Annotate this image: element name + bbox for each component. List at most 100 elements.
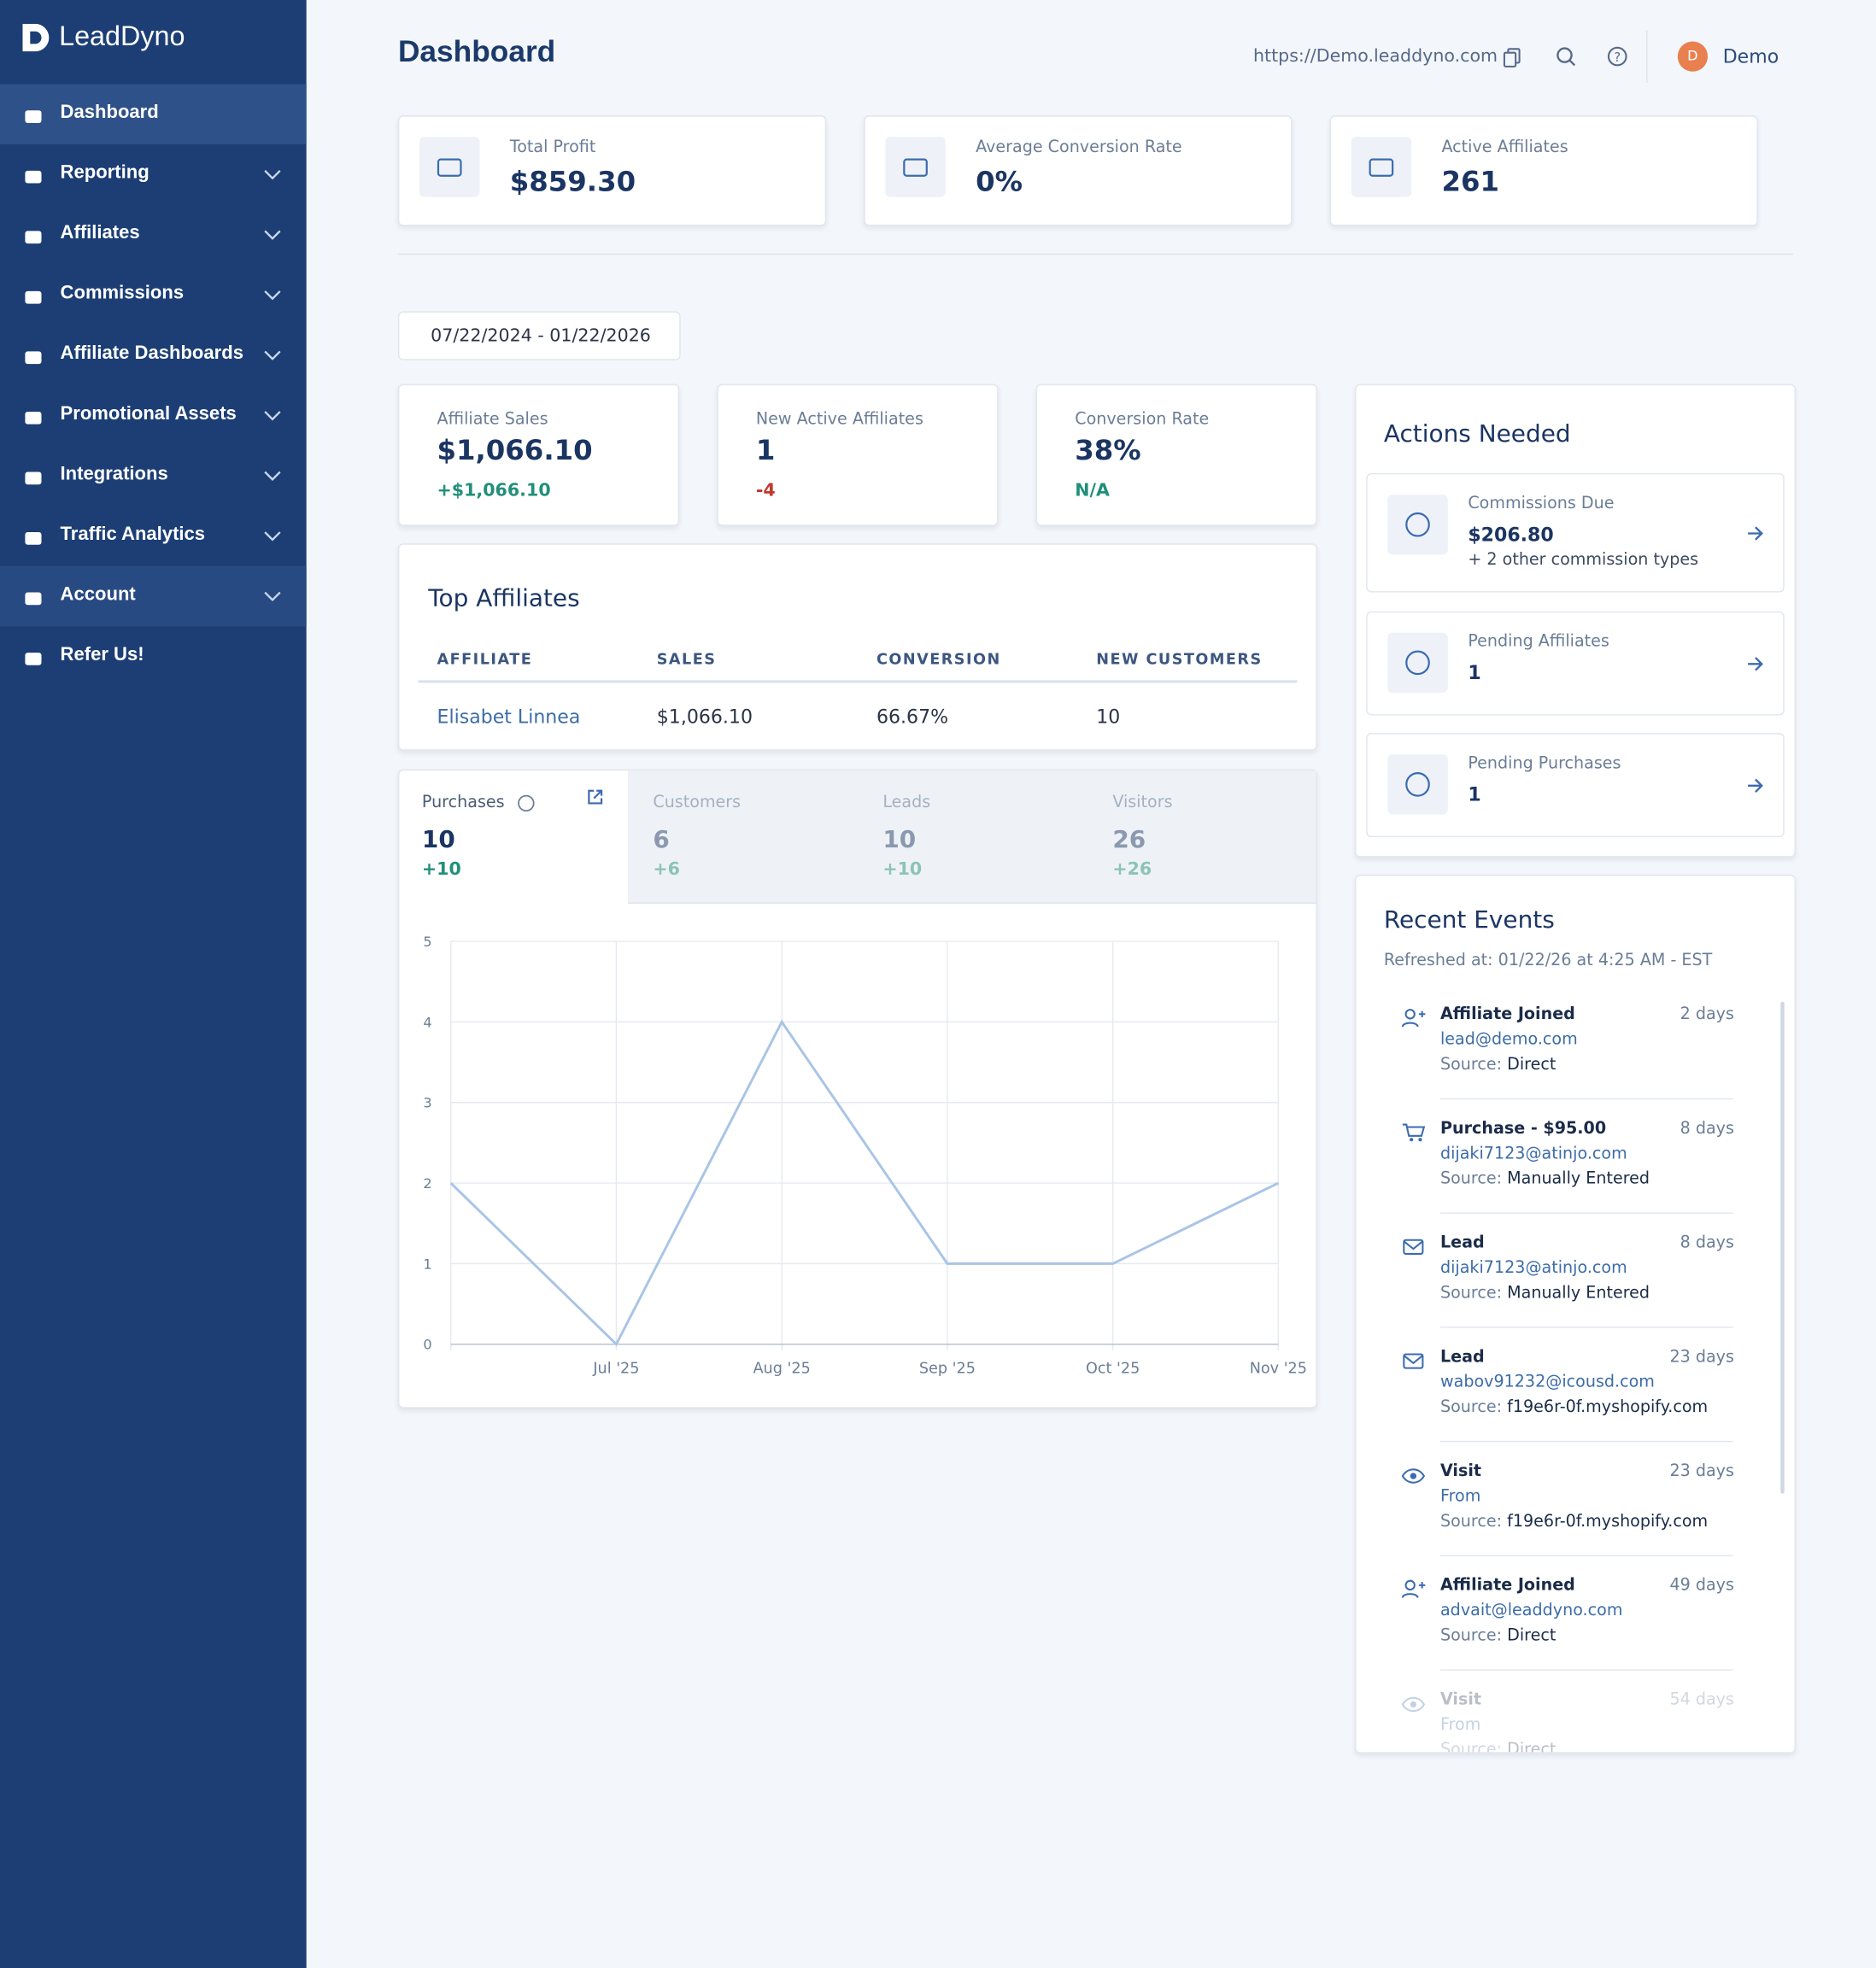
avatar[interactable]: D bbox=[1677, 41, 1709, 72]
date-range[interactable]: 07/22/2024 - 01/22/2026 bbox=[397, 311, 681, 360]
event-icon-part bbox=[1410, 1473, 1417, 1479]
stat-value: 1 bbox=[755, 435, 776, 467]
nav-item[interactable]: Dashboard bbox=[0, 84, 307, 144]
nav-icon-part bbox=[25, 351, 42, 365]
event-detail: From bbox=[1439, 1715, 1481, 1735]
column-header: AFFILIATE bbox=[437, 650, 533, 668]
date-range-text: 07/22/2024 - 01/22/2026 bbox=[431, 326, 651, 347]
kpi-value: $859.30 bbox=[509, 167, 636, 199]
kpi-glyph bbox=[1369, 158, 1394, 177]
event-detail: lead@demo.com bbox=[1439, 1030, 1578, 1050]
nav-item[interactable]: Account bbox=[0, 565, 307, 627]
action-item[interactable]: Commissions Due $206.80 + 2 other commissi… bbox=[1366, 472, 1785, 593]
nav-icon bbox=[25, 592, 42, 606]
nav-item[interactable]: Commissions bbox=[0, 265, 307, 325]
event-icon-part bbox=[1401, 1582, 1426, 1598]
tab-label[interactable]: Leads bbox=[882, 793, 931, 812]
tab-label[interactable]: Purchases bbox=[421, 793, 505, 812]
event-title: Visit bbox=[1439, 1690, 1482, 1710]
nav-item[interactable]: Reporting bbox=[0, 144, 307, 205]
nav-icon-part bbox=[25, 592, 42, 606]
table-cell: 66.67% bbox=[876, 705, 949, 729]
tab-change: +6 bbox=[653, 859, 680, 881]
refreshed-text: Refreshed at: 01/22/26 at 4:25 AM - EST bbox=[1383, 951, 1713, 970]
action-glyph-part bbox=[1405, 650, 1430, 676]
nav-label: Account bbox=[60, 583, 136, 606]
data-line bbox=[449, 1019, 1280, 1347]
table-cell[interactable]: Elisabet Linnea bbox=[437, 705, 581, 729]
open-icon bbox=[588, 789, 603, 805]
user-name[interactable]: Demo bbox=[1722, 44, 1779, 68]
nav-icon bbox=[25, 231, 42, 244]
page-title: Dashboard bbox=[397, 35, 556, 69]
tab-value: 10 bbox=[882, 825, 917, 854]
nav-icon-part bbox=[25, 472, 42, 485]
kpi-glyph-part bbox=[1369, 158, 1394, 177]
event-title: Lead bbox=[1439, 1348, 1485, 1368]
nav-icon bbox=[25, 290, 42, 304]
kpi-card: Total Profit $859.30 bbox=[397, 115, 827, 226]
nav-item[interactable]: Promotional Assets bbox=[0, 385, 307, 446]
action-note: + 2 other commission types bbox=[1468, 551, 1699, 571]
action-value: 1 bbox=[1468, 782, 1481, 806]
arrow bbox=[1748, 525, 1763, 540]
nav-label: Traffic Analytics bbox=[60, 523, 206, 545]
event-icon-part bbox=[1418, 1138, 1422, 1142]
event-source: Source: f19e6r-0f.myshopify.com bbox=[1440, 1513, 1708, 1532]
kpi-icon bbox=[1351, 137, 1412, 197]
event-source: Source: Direct bbox=[1439, 1741, 1556, 1754]
source-label: Source: bbox=[1439, 1397, 1503, 1417]
event-icon-part bbox=[1403, 1353, 1424, 1369]
table-cell: 10 bbox=[1096, 705, 1121, 729]
event-detail: dijaki7123@atinjo.com bbox=[1439, 1258, 1627, 1278]
tab-label[interactable]: Visitors bbox=[1112, 793, 1173, 812]
event-rule bbox=[1439, 1555, 1733, 1557]
source-value: f19e6r-0f.myshopify.com bbox=[1507, 1397, 1709, 1417]
nav-icon bbox=[25, 351, 42, 365]
nav-label: Integrations bbox=[60, 463, 168, 485]
action-item[interactable]: Pending Purchases 1 bbox=[1366, 733, 1785, 838]
nav-label: Promotional Assets bbox=[60, 402, 237, 425]
source-label: Source: bbox=[1439, 1284, 1503, 1303]
action-icon bbox=[1387, 754, 1448, 815]
event-icon-part bbox=[1401, 1010, 1426, 1028]
event-icon bbox=[1403, 1239, 1424, 1255]
source-value: Manually Entered bbox=[1507, 1284, 1650, 1303]
card-title: Recent Events bbox=[1383, 905, 1555, 934]
nav-item[interactable]: Affiliates bbox=[0, 205, 307, 266]
action-glyph bbox=[1405, 772, 1430, 797]
divider bbox=[397, 253, 1794, 255]
event-icon-part bbox=[1410, 1138, 1414, 1142]
tab-label[interactable]: Customers bbox=[653, 793, 742, 812]
y-tick-label: 1 bbox=[423, 1256, 431, 1272]
nav-icon-part bbox=[25, 110, 42, 124]
open-icon-part bbox=[588, 789, 603, 805]
action-glyph-part bbox=[1405, 772, 1430, 797]
stat-label: New Active Affiliates bbox=[755, 410, 923, 430]
action-value: 1 bbox=[1468, 661, 1481, 684]
nav-item[interactable]: Refer Us! bbox=[0, 626, 307, 687]
nav-icon bbox=[25, 653, 42, 665]
source-label: Source: bbox=[1439, 1741, 1503, 1754]
chevron bbox=[264, 230, 281, 240]
action-glyph bbox=[1405, 650, 1430, 676]
event-icon-part bbox=[1403, 1355, 1424, 1365]
event-item: Lead 23 days wabov91232@icousd.com Source: … bbox=[1356, 1348, 1794, 1462]
nav-item[interactable]: Traffic Analytics bbox=[0, 506, 307, 566]
y-tick-label: 5 bbox=[423, 934, 431, 950]
event-source: Source: Manually Entered bbox=[1440, 1284, 1650, 1303]
chevron bbox=[264, 350, 281, 360]
event-title: Lead bbox=[1439, 1233, 1485, 1253]
table-cell: $1,066.10 bbox=[656, 705, 753, 729]
chevron bbox=[264, 290, 281, 301]
nav-item[interactable]: Integrations bbox=[0, 446, 307, 507]
help-icon-part bbox=[518, 794, 535, 812]
event-icon-part bbox=[1403, 1239, 1424, 1255]
event-icon-part bbox=[1403, 1240, 1424, 1250]
site-url[interactable]: https://Demo.leaddyno.com bbox=[1252, 46, 1498, 67]
nav-icon-part bbox=[25, 532, 42, 545]
event-time: 8 days bbox=[1680, 1119, 1734, 1139]
action-label: Commissions Due bbox=[1468, 494, 1615, 513]
action-item[interactable]: Pending Affiliates 1 bbox=[1366, 611, 1785, 716]
nav-item[interactable]: Affiliate Dashboards bbox=[0, 325, 307, 386]
